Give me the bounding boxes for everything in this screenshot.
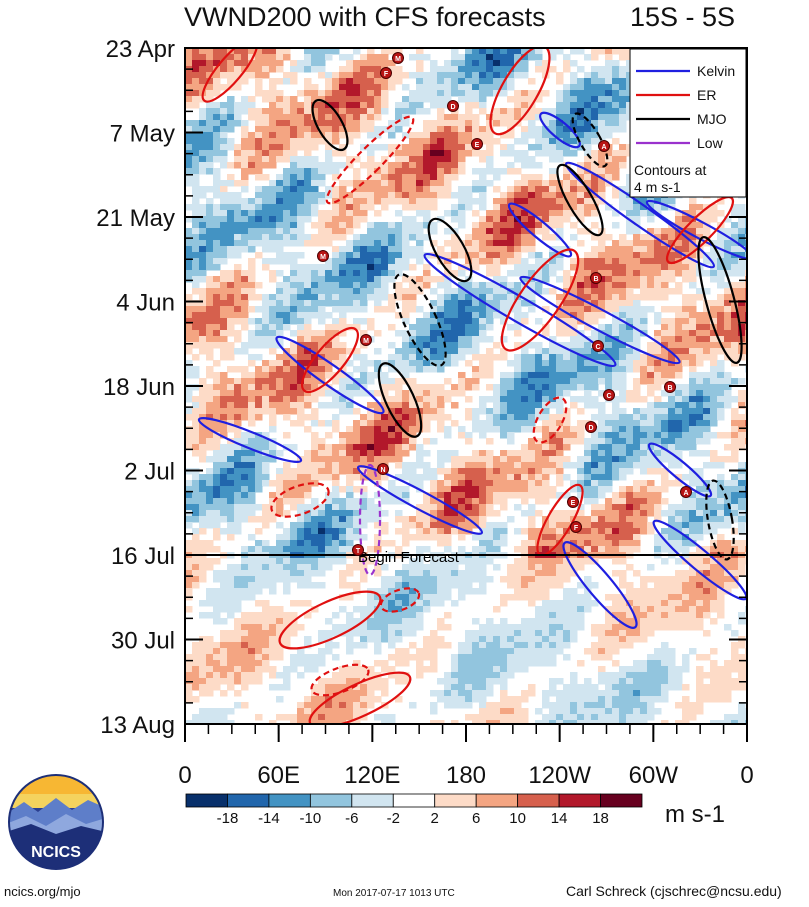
- colorbar-swatch: [434, 793, 477, 808]
- storm-marker: D: [585, 421, 597, 433]
- colorbar-swatch: [309, 793, 353, 808]
- x-tick-label: 60W: [629, 762, 679, 789]
- forecast-start-line: Begin Forecast: [185, 549, 747, 566]
- latitude-band-label: 15S - 5S: [630, 2, 736, 32]
- storm-marker: D: [447, 100, 459, 112]
- legend: Kelvin ER MJO Low Contours at4 m s-1: [629, 48, 747, 198]
- colorbar: -18 -14 -10 -6 -2 2 6 10 14 18 m s-1: [185, 793, 725, 828]
- legend-note: Contours at: [634, 162, 706, 178]
- storm-marker: B: [590, 272, 602, 284]
- colorbar-swatch: [600, 793, 643, 808]
- y-tick-label: 16 Jul: [111, 543, 175, 570]
- colorbar-tick-label: -10: [300, 810, 322, 827]
- x-tick-label: 0: [740, 762, 753, 789]
- storm-marker: C: [592, 340, 604, 352]
- colorbar-tick-label: -2: [387, 810, 400, 827]
- colorbar-swatch: [517, 793, 560, 808]
- x-tick-label: 180: [446, 762, 486, 789]
- legend-note: 4 m s-1: [634, 179, 681, 195]
- y-tick-label: 18 Jun: [103, 374, 175, 401]
- storm-marker: T: [352, 544, 364, 556]
- wave-contours: [197, 48, 747, 724]
- colorbar-swatch: [268, 793, 311, 808]
- legend-item: ER: [636, 87, 716, 103]
- storm-marker: E: [471, 138, 483, 150]
- colorbar-tick-label: -6: [345, 810, 358, 827]
- colorbar-tick-label: 14: [551, 810, 568, 827]
- forecast-label: Begin Forecast: [358, 549, 460, 566]
- y-tick-label: 21 May: [96, 205, 175, 232]
- chart-title: VWND200 with CFS forecasts: [184, 2, 546, 32]
- x-tick-label: 0: [178, 762, 191, 789]
- legend-item: Low: [636, 135, 724, 151]
- logo-text: NCICS: [31, 844, 81, 861]
- footer-timestamp: Mon 2017-07-17 1013 UTC: [333, 888, 455, 899]
- colorbar-swatch: [392, 793, 436, 808]
- x-tick-label: 120W: [528, 762, 591, 789]
- x-axis: 0 60E 120E 180 120W 60W 0: [178, 724, 754, 789]
- colorbar-swatch: [475, 793, 519, 808]
- colorbar-unit: m s-1: [665, 801, 725, 828]
- colorbar-swatch: [185, 793, 228, 808]
- storm-marker: C: [603, 389, 615, 401]
- footer-url[interactable]: ncics.org/mjo: [4, 884, 81, 899]
- storm-marker: F: [380, 67, 392, 79]
- x-tick-label: 60E: [257, 762, 300, 789]
- colorbar-tick-label: -18: [217, 810, 239, 827]
- storm-marker: N: [377, 463, 389, 475]
- colorbar-tick-label: -14: [258, 810, 280, 827]
- ncics-logo: NCICS: [8, 774, 104, 870]
- colorbar-tick-label: 18: [592, 810, 609, 827]
- colorbar-tick-label: 6: [472, 810, 480, 827]
- colorbar-swatch: [558, 793, 601, 808]
- storm-marker: M: [317, 250, 329, 262]
- colorbar-swatch: [351, 793, 394, 808]
- y-tick-label: 4 Jun: [116, 290, 175, 317]
- y-tick-label: 23 Apr: [106, 36, 175, 63]
- legend-item: Kelvin: [636, 63, 735, 79]
- storm-marker: M: [360, 334, 372, 346]
- y-tick-label: 7 May: [110, 121, 175, 148]
- storm-marker: B: [664, 381, 676, 393]
- storm-marker: M: [392, 52, 404, 64]
- colorbar-tick-label: 2: [431, 810, 439, 827]
- storm-marker: A: [598, 140, 610, 152]
- y-tick-label: 30 Jul: [111, 628, 175, 655]
- storm-marker: E: [567, 496, 579, 508]
- legend-item: MJO: [636, 111, 727, 127]
- y-axis: 23 Apr 7 May 21 May 4 Jun 18 Jun 2 Jul 16 Jul 3…: [96, 36, 747, 739]
- x-tick-label: 120E: [344, 762, 400, 789]
- y-tick-label: 2 Jul: [124, 459, 175, 486]
- footer-author: Carl Schreck (cjschrec@ncsu.edu): [566, 883, 782, 899]
- y-tick-label: 13 Aug: [100, 712, 175, 739]
- colorbar-tick-label: 10: [509, 810, 526, 827]
- colorbar-swatch: [227, 793, 270, 808]
- storm-marker: F: [570, 521, 582, 533]
- storm-marker: A: [680, 486, 692, 498]
